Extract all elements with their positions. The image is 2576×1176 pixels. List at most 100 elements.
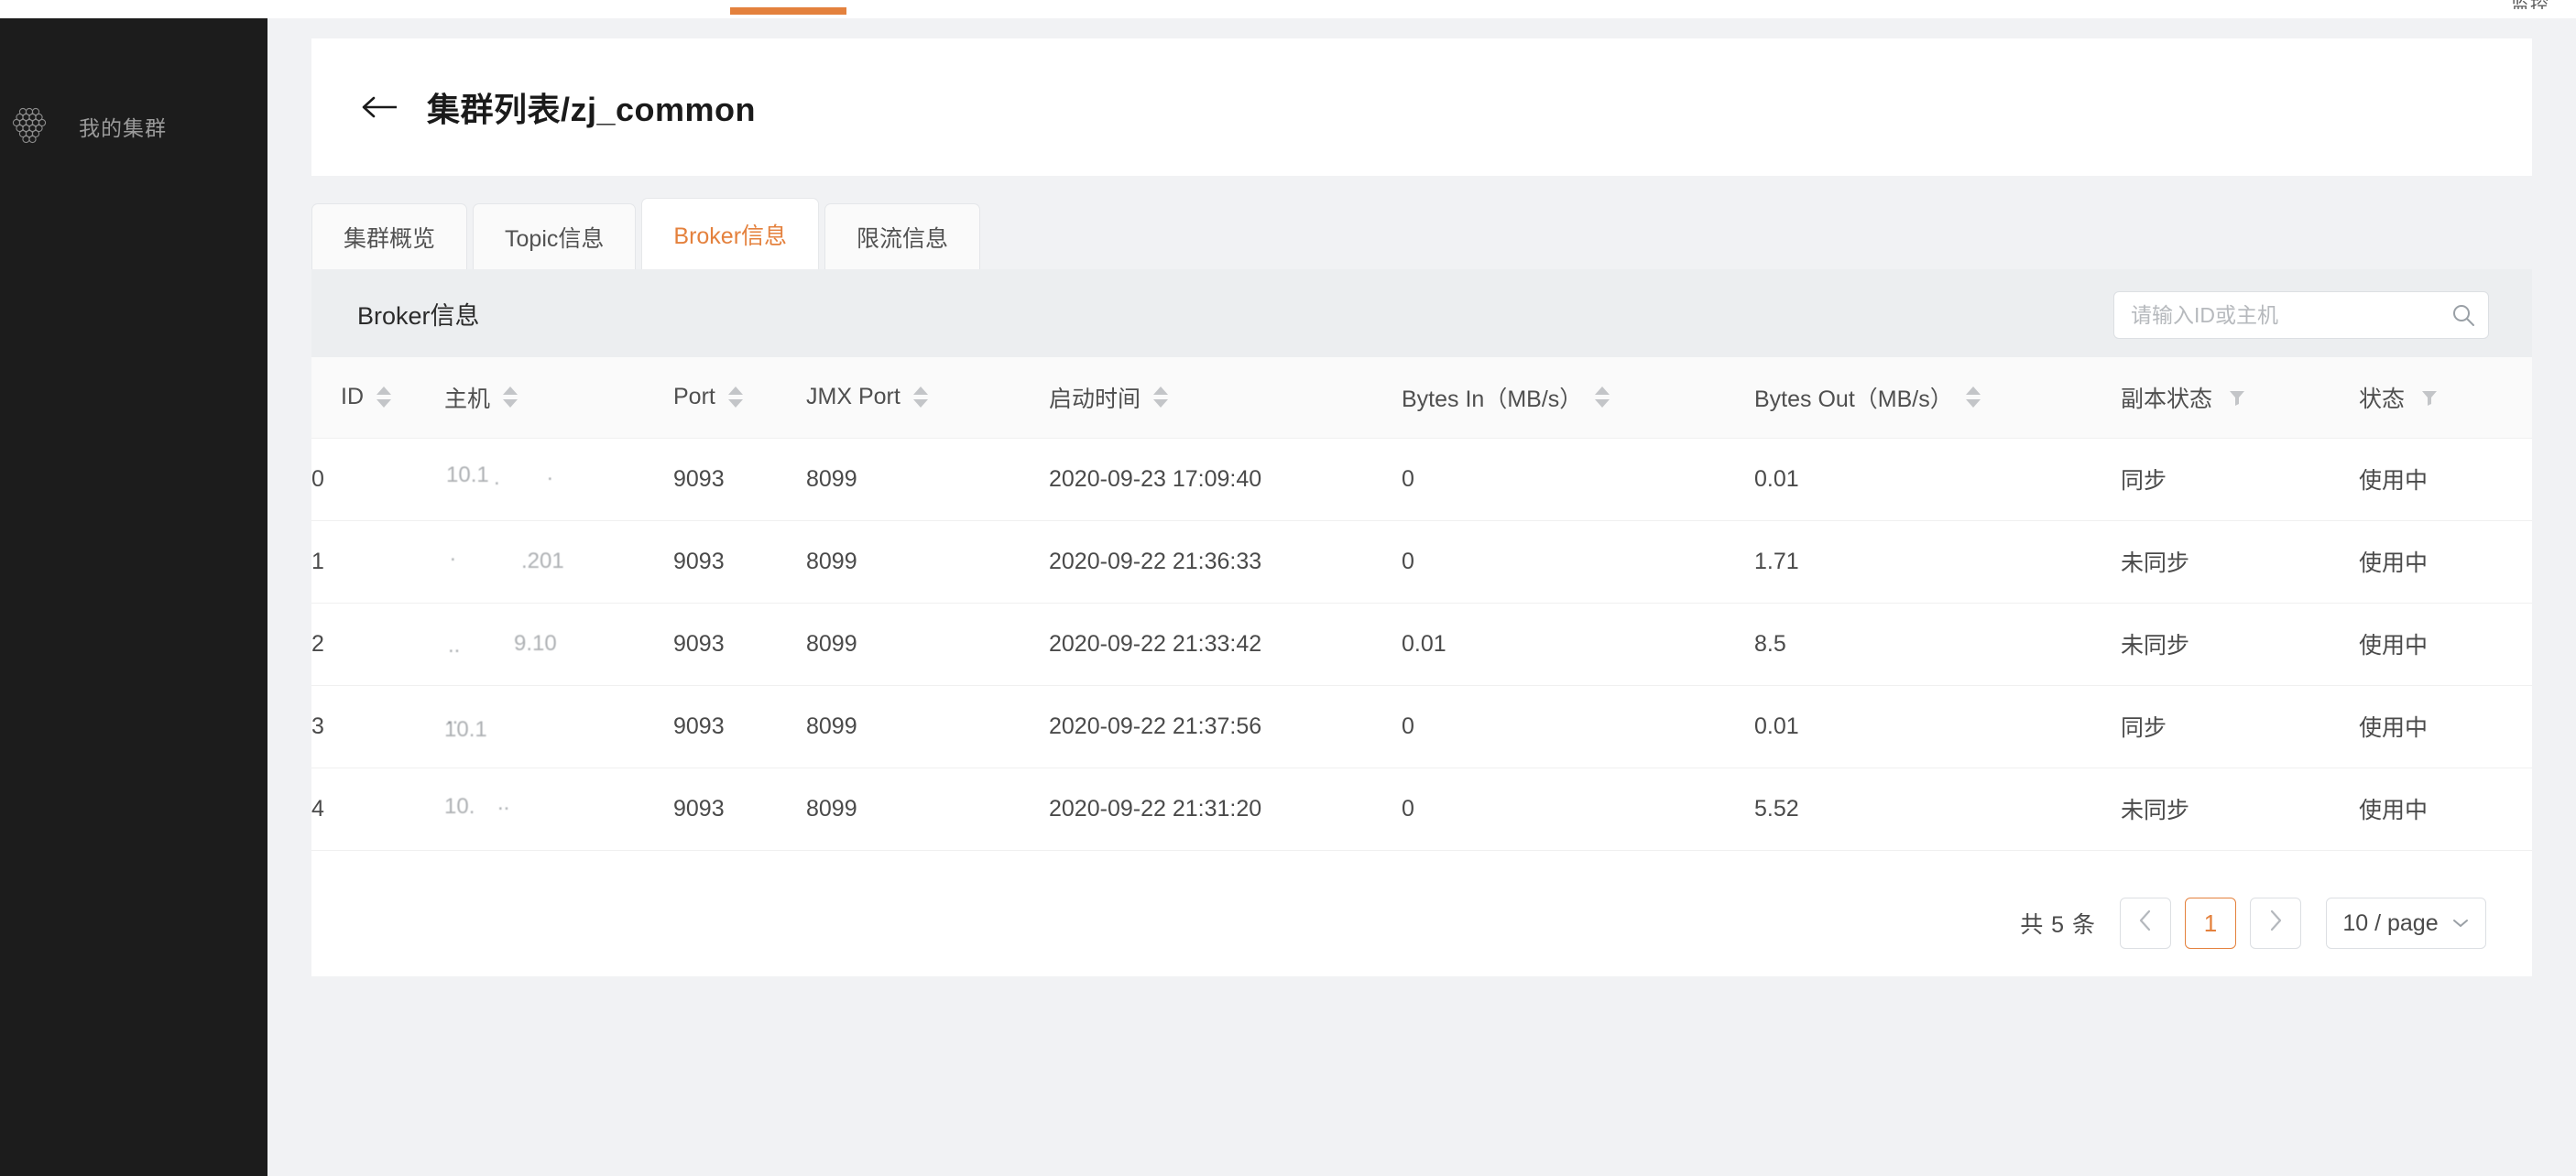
tab-bar: 集群概览 Topic信息 Broker信息 限流信息 — [311, 198, 986, 269]
cell-replica-state: 同步 — [2121, 685, 2359, 768]
cell-port: 9093 — [673, 685, 806, 768]
tab-topic-info[interactable]: Topic信息 — [473, 203, 637, 269]
tab-label: Broker信息 — [673, 223, 788, 249]
cell-id: 1 — [311, 520, 444, 604]
col-header-label: ID — [341, 384, 364, 410]
cell-id: 0 — [311, 438, 444, 521]
page-header: 集群列表/zj_common — [311, 38, 2532, 176]
sidebar-item-my-cluster[interactable]: 我的集群 — [0, 101, 267, 152]
tab-cluster-overview[interactable]: 集群概览 — [311, 203, 468, 269]
host-redacted: .. 9.10 — [448, 631, 557, 658]
filter-icon[interactable] — [2227, 387, 2247, 408]
page-size-selector[interactable]: 10 / page — [2326, 898, 2486, 949]
pagination-total: 共 5 条 — [2020, 912, 2096, 938]
pagination-next-button[interactable] — [2250, 898, 2301, 949]
tab-label: Topic信息 — [505, 225, 605, 252]
col-header-start-time[interactable]: 启动时间 — [1049, 357, 1402, 439]
cell-replica-state: 未同步 — [2121, 603, 2359, 686]
host-redacted: . .201 — [450, 541, 564, 573]
host-redacted: 10.1.. — [446, 461, 553, 490]
col-header-replica-state[interactable]: 副本状态 — [2121, 357, 2359, 439]
search-input[interactable] — [2114, 302, 2439, 328]
col-header-jmx-port[interactable]: JMX Port — [806, 357, 1049, 439]
col-header-bytes-in[interactable]: Bytes In（MB/s） — [1402, 357, 1754, 439]
main-content: 集群列表/zj_common 集群概览 Topic信息 Broker信息 限流信… — [267, 18, 2576, 1176]
col-header-label: 启动时间 — [1049, 386, 1141, 412]
col-header-port[interactable]: Port — [673, 357, 806, 439]
table-row[interactable]: 2 .. 9.10 9093 8099 2020-09-22 21:33:42 0… — [311, 603, 2532, 686]
chevron-right-icon — [2266, 909, 2285, 939]
pagination-page-1[interactable]: 1 — [2185, 898, 2236, 949]
table-header-row: ID 主机 Port — [311, 357, 2532, 439]
cell-bytes-out: 8.5 — [1754, 603, 2121, 686]
cell-start-time: 2020-09-22 21:31:20 — [1049, 768, 1402, 851]
col-header-status[interactable]: 状态 — [2359, 357, 2532, 439]
cell-port: 9093 — [673, 768, 806, 851]
chevron-left-icon — [2136, 909, 2155, 939]
sort-icon[interactable] — [1153, 387, 1169, 408]
cell-bytes-out: 5.52 — [1754, 768, 2121, 851]
sidebar-item-label: 我的集群 — [79, 116, 167, 140]
sort-icon[interactable] — [912, 387, 928, 408]
cell-bytes-out: 1.71 — [1754, 520, 2121, 604]
cluster-hex-icon — [4, 106, 55, 147]
tab-label: 限流信息 — [857, 225, 949, 252]
pagination-prev-button[interactable] — [2120, 898, 2171, 949]
cell-host: .. 10.1 — [444, 685, 673, 768]
col-header-bytes-out[interactable]: Bytes Out（MB/s） — [1754, 357, 2121, 439]
sort-icon[interactable] — [503, 387, 518, 408]
cell-jmx-port: 8099 — [806, 603, 1049, 686]
cell-id: 3 — [311, 685, 444, 768]
arrow-left-icon[interactable] — [359, 86, 401, 128]
top-nav-cut-text: 监控 — [2511, 0, 2549, 9]
sort-icon[interactable] — [377, 387, 391, 408]
sort-icon[interactable] — [727, 387, 743, 408]
sidebar: 我的集群 — [0, 18, 267, 1176]
col-header-label: 状态 — [2359, 386, 2406, 412]
host-redacted: 10... — [444, 790, 510, 819]
search-icon[interactable] — [2439, 302, 2488, 328]
tab-broker-info[interactable]: Broker信息 — [641, 198, 820, 269]
cell-status: 使用中 — [2359, 768, 2532, 851]
search-box[interactable] — [2113, 291, 2489, 339]
cell-bytes-out: 0.01 — [1754, 438, 2121, 521]
cell-status: 使用中 — [2359, 438, 2532, 521]
cell-start-time: 2020-09-22 21:36:33 — [1049, 520, 1402, 604]
host-redacted: .. 10.1 — [444, 704, 487, 742]
cell-start-time: 2020-09-22 21:37:56 — [1049, 685, 1402, 768]
cell-replica-state: 同步 — [2121, 438, 2359, 521]
sort-icon[interactable] — [1595, 387, 1610, 408]
cell-host: .. 9.10 — [444, 603, 673, 686]
col-header-label: Bytes Out（MB/s） — [1754, 386, 1953, 412]
col-header-label: 副本状态 — [2121, 386, 2213, 412]
cell-replica-state: 未同步 — [2121, 768, 2359, 851]
table-row[interactable]: 3 .. 10.1 9093 8099 2020-09-22 21:37:56 0… — [311, 685, 2532, 768]
tab-quota-info[interactable]: 限流信息 — [824, 203, 981, 269]
col-header-label: JMX Port — [806, 384, 901, 410]
cell-id: 4 — [311, 768, 444, 851]
cell-port: 9093 — [673, 520, 806, 604]
filter-icon[interactable] — [2419, 387, 2440, 408]
cell-jmx-port: 8099 — [806, 520, 1049, 604]
cell-status: 使用中 — [2359, 520, 2532, 604]
col-header-id[interactable]: ID — [311, 357, 444, 439]
top-nav-active-indicator — [730, 7, 846, 15]
table-row[interactable]: 0 10.1.. 9093 8099 2020-09-23 17:09:40 0… — [311, 438, 2532, 521]
cell-start-time: 2020-09-23 17:09:40 — [1049, 438, 1402, 521]
sort-icon[interactable] — [1965, 387, 1981, 408]
table-row[interactable]: 4 10... 9093 8099 2020-09-22 21:31:20 0 … — [311, 768, 2532, 851]
broker-table: ID 主机 Port — [311, 357, 2532, 851]
tab-label: 集群概览 — [344, 225, 436, 252]
table-row[interactable]: 1 . .201 9093 8099 2020-09-22 21:36:33 0 … — [311, 520, 2532, 604]
cell-start-time: 2020-09-22 21:33:42 — [1049, 603, 1402, 686]
cell-port: 9093 — [673, 603, 806, 686]
top-nav-strip: 监控 — [0, 0, 2576, 18]
col-header-host[interactable]: 主机 — [444, 357, 673, 439]
cell-status: 使用中 — [2359, 685, 2532, 768]
table-body: 0 10.1.. 9093 8099 2020-09-23 17:09:40 0… — [311, 438, 2532, 851]
chevron-down-icon — [2451, 913, 2470, 934]
cell-jmx-port: 8099 — [806, 768, 1049, 851]
col-header-label: Port — [673, 384, 715, 410]
table-header: ID 主机 Port — [311, 357, 2532, 439]
